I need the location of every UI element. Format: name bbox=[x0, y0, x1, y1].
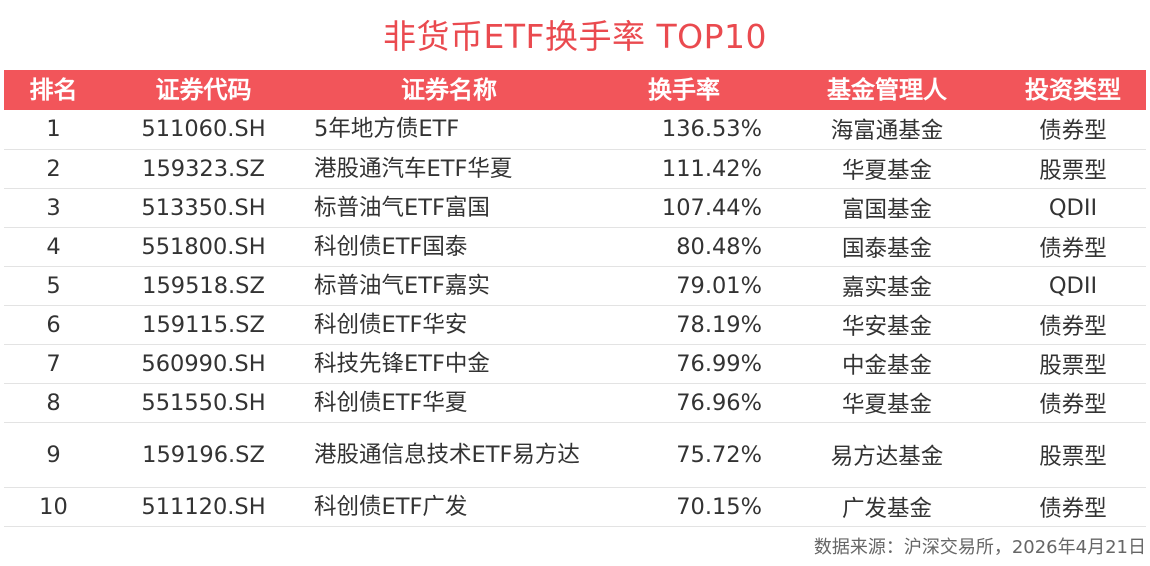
cell-name: 科创债ETF华安 bbox=[314, 311, 468, 338]
cell-name: 港股通汽车ETF华夏 bbox=[314, 155, 513, 182]
cell-manager: 海富通基金 bbox=[830, 118, 944, 145]
cell-type: QDII bbox=[1048, 272, 1098, 299]
cell-type: QDII bbox=[1048, 194, 1098, 221]
cell-manager: 中金基金 bbox=[841, 352, 932, 379]
cell-rank: 9 bbox=[46, 441, 61, 468]
header-row: 排名 证券代码 证券名称 换手率 基金管理人 投资类型 bbox=[4, 70, 1146, 110]
cell-type: 股票型 bbox=[1039, 157, 1107, 184]
table-row: 1 511060.SH 5年地方债ETF 136.53% 海富通基金 债券型 bbox=[4, 110, 1146, 149]
table-row: 5 159518.SZ 标普油气ETF嘉实 79.01% 嘉实基金 QDII bbox=[4, 266, 1146, 305]
cell-code: 159196.SZ bbox=[142, 441, 265, 468]
cell-name: 标普油气ETF富国 bbox=[314, 194, 490, 221]
cell-type: 债券型 bbox=[1039, 118, 1107, 145]
cell-name: 科创债ETF华夏 bbox=[314, 389, 468, 416]
cell-code: 159115.SZ bbox=[142, 311, 265, 338]
table-row: 7 560990.SH 科技先锋ETF中金 76.99% 中金基金 股票型 bbox=[4, 344, 1146, 383]
cell-rate: 78.19% bbox=[676, 311, 762, 338]
table-header: 排名 证券代码 证券名称 换手率 基金管理人 投资类型 bbox=[4, 70, 1146, 110]
cell-manager: 国泰基金 bbox=[841, 235, 932, 262]
header-rate: 换手率 bbox=[648, 76, 720, 104]
cell-rate: 136.53% bbox=[661, 116, 762, 143]
table-row: 6 159115.SZ 科创债ETF华安 78.19% 华安基金 债券型 bbox=[4, 305, 1146, 344]
table-body: 1 511060.SH 5年地方债ETF 136.53% 海富通基金 债券型 2… bbox=[4, 110, 1146, 526]
cell-code: 159323.SZ bbox=[142, 155, 265, 182]
cell-code: 551800.SH bbox=[141, 233, 266, 260]
cell-rank: 7 bbox=[46, 350, 61, 377]
cell-manager: 富国基金 bbox=[841, 196, 932, 223]
page-title: 非货币ETF换手率 TOP10 bbox=[382, 17, 767, 56]
cell-rank: 4 bbox=[46, 233, 61, 260]
header-rank: 排名 bbox=[29, 76, 78, 104]
cell-rank: 5 bbox=[46, 272, 61, 299]
cell-rate: 76.99% bbox=[676, 350, 762, 377]
cell-code: 511060.SH bbox=[141, 116, 266, 143]
cell-name: 标普油气ETF嘉实 bbox=[314, 272, 490, 299]
cell-rate: 111.42% bbox=[661, 155, 762, 182]
header-code: 证券代码 bbox=[155, 76, 252, 104]
cell-type: 债券型 bbox=[1039, 313, 1107, 340]
cell-type: 债券型 bbox=[1039, 391, 1107, 418]
cell-code: 511120.SH bbox=[141, 493, 266, 520]
cell-manager: 华夏基金 bbox=[841, 391, 932, 418]
cell-rank: 2 bbox=[46, 155, 61, 182]
cell-manager: 华安基金 bbox=[841, 313, 932, 340]
cell-name: 科创债ETF广发 bbox=[314, 493, 468, 520]
header-name: 证券名称 bbox=[401, 76, 497, 104]
cell-code: 513350.SH bbox=[141, 194, 266, 221]
table-row: 8 551550.SH 科创债ETF华夏 76.96% 华夏基金 债券型 bbox=[4, 383, 1146, 422]
cell-rate: 75.72% bbox=[676, 441, 762, 468]
cell-type: 股票型 bbox=[1039, 443, 1107, 470]
cell-rate: 79.01% bbox=[676, 272, 762, 299]
cell-rank: 10 bbox=[39, 493, 68, 520]
cell-name: 港股通信息技术ETF易方达 bbox=[314, 441, 580, 468]
cell-manager: 易方达基金 bbox=[830, 443, 944, 470]
turnover-table: 排名 证券代码 证券名称 换手率 基金管理人 投资类型 1 511060.SH … bbox=[4, 70, 1146, 527]
cell-code: 159518.SZ bbox=[142, 272, 265, 299]
header-type: 投资类型 bbox=[1025, 76, 1121, 104]
cell-name: 科技先锋ETF中金 bbox=[314, 350, 490, 377]
cell-rate: 107.44% bbox=[661, 194, 762, 221]
table-row: 9 159196.SZ 港股通信息技术ETF易方达 75.72% 易方达基金 股… bbox=[4, 422, 1146, 487]
cell-rank: 3 bbox=[46, 194, 61, 221]
cell-manager: 华夏基金 bbox=[841, 157, 932, 184]
cell-rate: 76.96% bbox=[676, 389, 762, 416]
table-row: 10 511120.SH 科创债ETF广发 70.15% 广发基金 债券型 bbox=[4, 487, 1146, 526]
source-note: 数据来源：沪深交易所，2026年4月21日 bbox=[813, 537, 1146, 558]
cell-manager: 嘉实基金 bbox=[841, 274, 932, 301]
cell-rate: 70.15% bbox=[676, 493, 762, 520]
cell-code: 551550.SH bbox=[141, 389, 266, 416]
cell-code: 560990.SH bbox=[141, 350, 266, 377]
cell-type: 股票型 bbox=[1039, 352, 1107, 379]
cell-rank: 1 bbox=[46, 116, 61, 143]
table-row: 4 551800.SH 科创债ETF国泰 80.48% 国泰基金 债券型 bbox=[4, 227, 1146, 266]
cell-rank: 6 bbox=[46, 311, 61, 338]
table-row: 3 513350.SH 标普油气ETF富国 107.44% 富国基金 QDII bbox=[4, 188, 1146, 227]
table-row: 2 159323.SZ 港股通汽车ETF华夏 111.42% 华夏基金 股票型 bbox=[4, 149, 1146, 188]
cell-type: 债券型 bbox=[1039, 235, 1107, 262]
cell-rate: 80.48% bbox=[676, 233, 762, 260]
cell-type: 债券型 bbox=[1039, 495, 1107, 522]
cell-name: 科创债ETF国泰 bbox=[314, 233, 468, 260]
header-manager: 基金管理人 bbox=[827, 76, 947, 104]
cell-rank: 8 bbox=[46, 389, 61, 416]
cell-name: 5年地方债ETF bbox=[314, 116, 460, 143]
cell-manager: 广发基金 bbox=[841, 495, 932, 522]
